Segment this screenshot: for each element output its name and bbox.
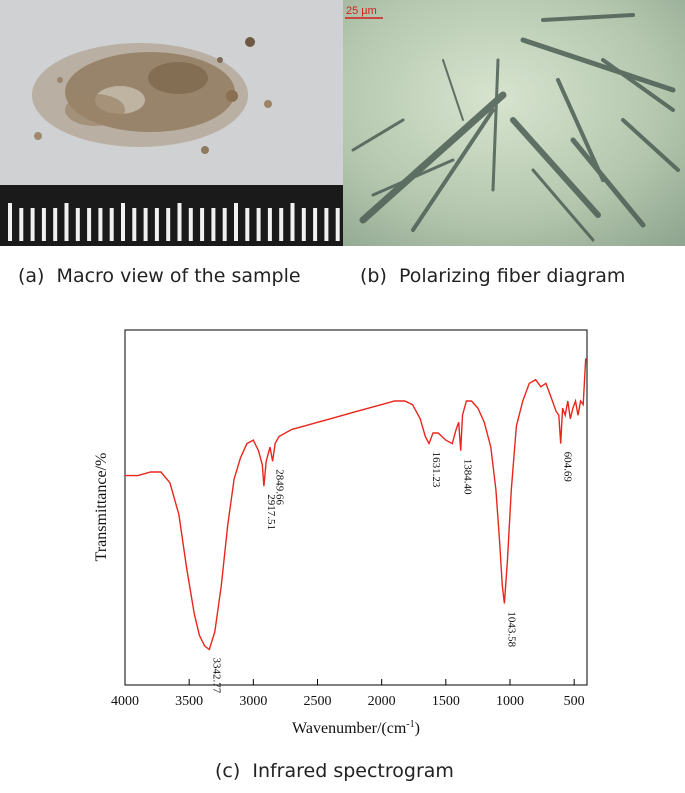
ruler-tick — [64, 203, 69, 241]
ruler-tick — [75, 208, 80, 241]
ruler-tick — [335, 208, 340, 241]
polarizing-fiber-graphic: 25 µm — [343, 0, 685, 246]
peak-label: 1043.58 — [505, 611, 517, 647]
ruler-tick — [132, 208, 137, 241]
ruler-tick — [313, 208, 318, 241]
ruler-tick — [166, 208, 171, 241]
spectrum-line — [125, 358, 587, 651]
x-axis-label: Wavenumber/(cm-1) — [292, 719, 420, 737]
ruler-tick — [188, 208, 193, 241]
x-axis-ticks — [124, 679, 575, 685]
ruler-tick — [267, 208, 272, 241]
scale-bar-label: 25 µm — [346, 5, 377, 17]
peak-label: 2849.66 — [274, 469, 286, 505]
y-axis-label: Transmittance/% — [93, 453, 110, 562]
infrared-spectrum-chart: 4000 3500 3000 2500 2000 1500 1000 500 3342.77 2… — [93, 329, 588, 737]
ruler-tick — [290, 203, 295, 241]
ruler-tick — [109, 208, 114, 241]
ruler-tick — [98, 208, 103, 241]
ruler-tick — [301, 208, 306, 241]
ruler-tick — [143, 208, 148, 241]
ruler-ticks — [8, 203, 340, 241]
ruler-tick — [19, 208, 24, 241]
x-tick-label: 3500 — [175, 694, 203, 709]
x-tick-label: 1500 — [432, 694, 460, 709]
ruler-tick — [177, 203, 182, 241]
ruler-tick — [279, 208, 284, 241]
peak-label: 2917.51 — [265, 494, 277, 530]
ruler-tick — [8, 203, 12, 241]
x-tick-label: 2500 — [304, 694, 332, 709]
peak-label: 3342.77 — [210, 658, 222, 694]
peak-label: 604.69 — [562, 452, 574, 483]
caption-c: (c) Infrared spectrogram — [215, 760, 454, 782]
plot-frame — [124, 329, 588, 686]
x-tick-label: 3000 — [239, 694, 267, 709]
ruler-tick — [30, 208, 35, 241]
caption-b: (b) Polarizing fiber diagram — [360, 265, 626, 287]
fiber-crystals — [351, 13, 680, 242]
ruler-tick — [53, 208, 58, 241]
polarizing-fiber-photo: 25 µm — [343, 0, 685, 246]
ruler-tick — [200, 208, 205, 241]
ruler-tick — [121, 203, 125, 241]
x-axis-tick-labels: 4000 3500 3000 2500 2000 1500 1000 500 — [111, 694, 585, 709]
x-tick-label: 4000 — [111, 694, 139, 709]
x-tick-label: 2000 — [368, 694, 396, 709]
ruler-tick — [324, 208, 329, 241]
peak-label: 1384.40 — [462, 459, 474, 495]
ruler-tick — [41, 208, 46, 241]
ruler-tick — [154, 208, 159, 241]
x-tick-label: 1000 — [496, 694, 524, 709]
ruler-tick — [234, 203, 238, 241]
sample-macro-photo — [0, 0, 343, 246]
ruler-tick — [245, 208, 250, 241]
ruler-tick — [211, 208, 216, 241]
sample-macro-photo-graphic — [0, 0, 343, 246]
ruler-tick — [222, 208, 227, 241]
peak-label: 1631.23 — [430, 452, 442, 488]
caption-a: (a) Macro view of the sample — [18, 265, 301, 287]
x-tick-label: 500 — [564, 694, 585, 709]
ruler-tick — [256, 208, 261, 241]
ruler-tick — [87, 208, 92, 241]
sample-pile — [32, 37, 272, 154]
